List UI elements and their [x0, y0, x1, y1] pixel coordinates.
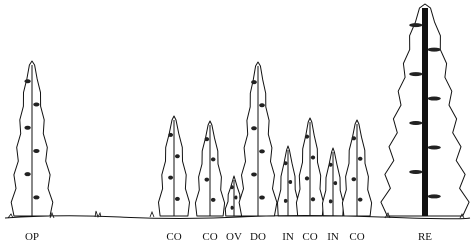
tree-label: DO	[250, 231, 266, 243]
foliage-shade	[33, 149, 39, 153]
foliage-shade	[259, 149, 265, 153]
foliage-shade	[235, 195, 238, 199]
foliage-shade	[231, 185, 234, 189]
foliage-shade	[428, 48, 441, 52]
foliage-shade	[24, 126, 30, 130]
foliage-shade	[334, 181, 337, 185]
foliage-shade	[33, 102, 39, 106]
foliage-shade	[251, 126, 257, 130]
foliage-shade	[211, 157, 216, 161]
foliage-shade	[329, 163, 332, 167]
foliage-shade	[251, 172, 257, 176]
tree-label: CO	[349, 231, 364, 243]
tree-label: OV	[226, 231, 242, 243]
foliage-shade	[358, 157, 363, 161]
foliage-shade	[168, 176, 173, 180]
foliage-shade	[311, 197, 315, 201]
foliage-shade	[428, 97, 441, 101]
foliage-shade	[329, 199, 332, 203]
trees	[11, 4, 469, 216]
foliage-shade	[211, 198, 216, 202]
foliage-shade	[409, 72, 422, 76]
labels: OP CO CO OV DO IN CO IN CO RE	[25, 231, 432, 243]
foliage-shade	[205, 178, 210, 182]
foliage-shade	[259, 196, 265, 200]
tree-label: IN	[327, 231, 339, 243]
tree-label: CO	[202, 231, 217, 243]
foliage-shade	[409, 121, 422, 125]
tree-label: CO	[166, 231, 181, 243]
foliage-shade	[352, 136, 357, 140]
foliage-shade	[205, 137, 210, 141]
foliage-shade	[284, 199, 287, 203]
foliage-shade	[175, 154, 180, 158]
foliage-shade	[358, 198, 363, 202]
foliage-shade	[409, 23, 422, 27]
foliage-shade	[428, 194, 441, 198]
foliage-shade	[259, 103, 265, 107]
foliage-shade	[175, 197, 180, 201]
foliage-shade	[284, 161, 287, 165]
tree-label: OP	[25, 231, 39, 243]
foliage-shade	[409, 170, 422, 174]
foliage-shade	[24, 79, 30, 83]
tree-label: IN	[282, 231, 294, 243]
foliage-shade	[24, 172, 30, 176]
foliage-shade	[289, 180, 292, 184]
foliage-shade	[305, 176, 309, 180]
foliage-shade	[311, 156, 315, 160]
tree-label: RE	[418, 231, 432, 243]
foliage-shade	[428, 145, 441, 149]
foliage-shade	[251, 80, 257, 84]
tree-label: CO	[302, 231, 317, 243]
foliage-shade	[231, 206, 234, 210]
foliage-shade	[352, 177, 357, 181]
foliage-shade	[33, 195, 39, 199]
illustration: OP CO CO OV DO IN CO IN CO RE	[0, 0, 474, 246]
foliage-shade	[305, 135, 309, 139]
foliage-shade	[168, 133, 173, 137]
